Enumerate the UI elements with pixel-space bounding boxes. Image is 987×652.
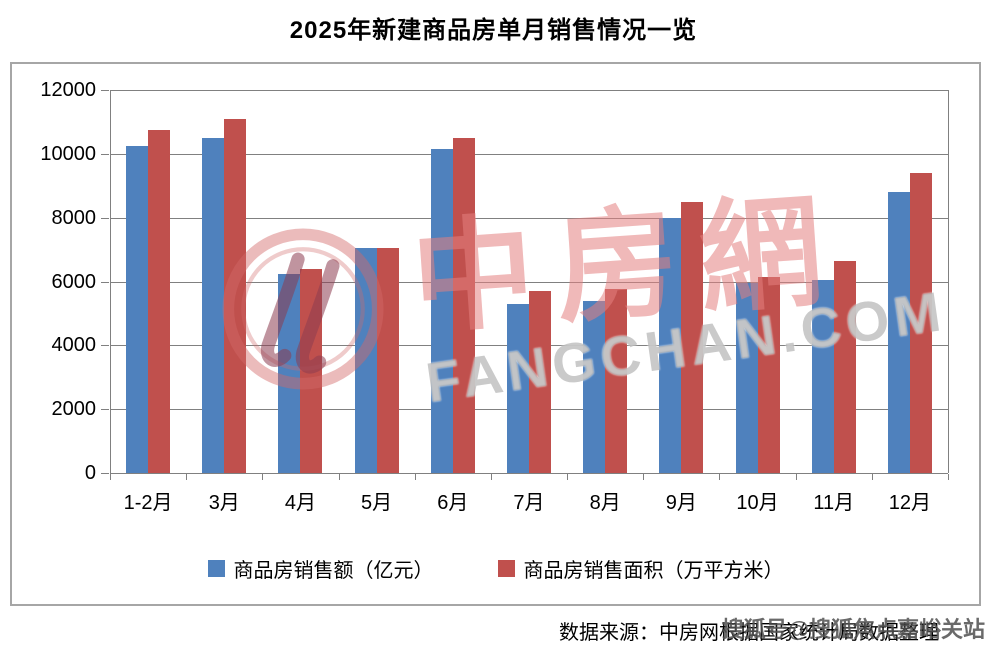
bar-商品房销售面积（万平方米）-7月 <box>529 291 551 473</box>
x-tick-1 <box>186 474 188 480</box>
bar-商品房销售额（亿元）-3月 <box>202 138 224 473</box>
x-axis-label-10月: 10月 <box>736 492 779 514</box>
y-tick-2000 <box>101 409 109 411</box>
legend: 商品房销售额（亿元） 商品房销售面积（万平方米） <box>12 554 979 583</box>
bar-商品房销售面积（万平方米）-9月 <box>681 202 703 473</box>
bar-商品房销售面积（万平方米）-10月 <box>758 277 780 473</box>
x-axis-label-3月: 3月 <box>208 492 240 514</box>
bar-商品房销售额（亿元）-9月 <box>659 218 681 473</box>
y-tick-label: 0 <box>84 462 96 484</box>
y-tick-4000 <box>101 345 109 347</box>
gridline-6000 <box>110 281 948 283</box>
x-tick-10 <box>871 474 873 480</box>
legend-label: 商品房销售面积（万平方米） <box>523 560 784 582</box>
bar-商品房销售额（亿元）-5月 <box>355 248 377 473</box>
bar-商品房销售额（亿元）-1-2月 <box>126 146 148 473</box>
x-axis-label-9月: 9月 <box>665 492 697 514</box>
data-source-note: 数据来源：中房网根据国家统计局数据整理 <box>559 622 939 644</box>
bar-商品房销售面积（万平方米）-11月 <box>834 261 856 473</box>
x-tick-2 <box>262 474 264 480</box>
gridline-12000 <box>110 90 948 91</box>
y-tick-10000 <box>101 153 109 155</box>
x-axis-label-6月: 6月 <box>437 492 469 514</box>
bar-商品房销售面积（万平方米）-3月 <box>224 119 246 473</box>
legend-swatch-icon <box>207 560 225 577</box>
bar-商品房销售面积（万平方米）-12月 <box>910 173 932 473</box>
y-tick-label: 10000 <box>40 142 96 165</box>
bar-商品房销售额（亿元）-12月 <box>888 192 910 473</box>
x-tick-6 <box>567 474 569 480</box>
x-axis-label-12月: 12月 <box>888 492 932 514</box>
x-axis-label-11月: 11月 <box>813 492 855 514</box>
chart-frame: 0 2000 4000 6000 8000 10000 12000 1-2月 3月 4月 5月 6月… <box>10 62 981 606</box>
legend-swatch-icon <box>497 560 515 577</box>
legend-item: 商品房销售额（亿元） <box>207 554 434 583</box>
bar-商品房销售面积（万平方米）-8月 <box>605 289 627 473</box>
bar-商品房销售额（亿元）-8月 <box>583 301 605 473</box>
footer-row: 数据来源：中房网根据国家统计局数据整理 搜狐号@搜狐焦点嘉峪关站 <box>0 612 987 646</box>
bar-商品房销售额（亿元）-4月 <box>278 274 300 473</box>
bar-商品房销售额（亿元）-7月 <box>507 304 529 473</box>
legend-item: 商品房销售面积（万平方米） <box>497 554 784 583</box>
y-tick-0 <box>101 473 109 474</box>
x-tick-5 <box>490 474 492 480</box>
gridline-8000 <box>110 217 948 219</box>
y-tick-label: 4000 <box>51 334 97 357</box>
x-axis-label-7月: 7月 <box>513 492 545 514</box>
x-axis-label-8月: 8月 <box>589 492 621 514</box>
plot-area <box>101 90 949 480</box>
x-axis-label-5月: 5月 <box>361 492 393 514</box>
y-tick-label: 8000 <box>51 206 97 229</box>
y-tick-label: 2000 <box>51 398 97 421</box>
x-tick-0 <box>110 474 111 480</box>
bar-商品房销售额（亿元）-10月 <box>736 283 758 473</box>
legend-label: 商品房销售额（亿元） <box>233 560 434 582</box>
x-axis-label-1-2月: 1-2月 <box>123 492 173 514</box>
x-axis-label-4月: 4月 <box>284 492 316 514</box>
y-tick-6000 <box>101 281 109 283</box>
y-tick-label: 6000 <box>51 270 97 293</box>
sohu-watermark: 搜狐号@搜狐焦点嘉峪关站 <box>721 617 985 642</box>
x-tick-7 <box>643 474 645 480</box>
y-axis-line <box>110 90 111 473</box>
y-tick-8000 <box>101 217 109 219</box>
x-tick-4 <box>414 474 416 480</box>
plot-right-border <box>948 90 949 473</box>
x-tick-8 <box>719 474 721 480</box>
gridline-0 <box>110 473 948 474</box>
bar-商品房销售面积（万平方米）-4月 <box>300 269 322 473</box>
y-tick-12000 <box>101 90 109 91</box>
bar-商品房销售额（亿元）-11月 <box>812 280 834 473</box>
chart-title: 2025年新建商品房单月销售情况一览 <box>289 17 698 44</box>
x-tick-11 <box>948 474 949 480</box>
bar-商品房销售面积（万平方米）-1-2月 <box>148 130 170 473</box>
x-tick-9 <box>795 474 797 480</box>
x-tick-3 <box>338 474 340 480</box>
gridline-10000 <box>110 153 948 155</box>
bar-商品房销售额（亿元）-6月 <box>431 149 453 473</box>
bar-商品房销售面积（万平方米）-6月 <box>453 138 475 473</box>
y-tick-label: 12000 <box>40 79 96 101</box>
bar-商品房销售面积（万平方米）-5月 <box>377 248 399 473</box>
